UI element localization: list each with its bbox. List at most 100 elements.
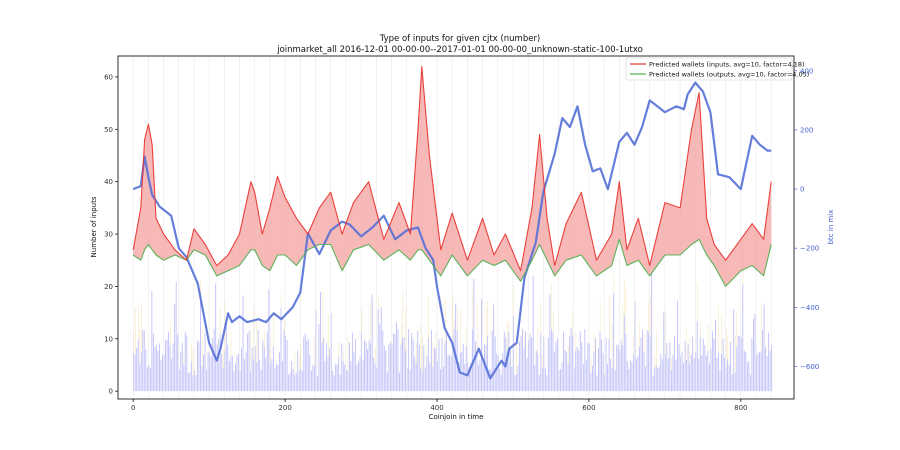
bar xyxy=(639,346,640,392)
bar xyxy=(743,350,745,392)
bar xyxy=(184,332,186,392)
bar xyxy=(351,332,353,392)
bar xyxy=(135,307,136,355)
bar xyxy=(582,363,584,392)
bar xyxy=(587,342,589,392)
bar xyxy=(718,352,719,392)
bar xyxy=(175,282,177,392)
bar xyxy=(508,331,510,392)
series-line-outputs xyxy=(132,238,772,287)
bar xyxy=(508,321,510,332)
bar xyxy=(139,364,141,392)
bar xyxy=(737,335,739,392)
y-tick-label: 30 xyxy=(104,231,113,239)
bar xyxy=(698,358,700,392)
bar xyxy=(455,303,457,392)
bar xyxy=(766,356,768,392)
bar xyxy=(746,362,748,392)
bar xyxy=(354,339,356,392)
bar xyxy=(359,357,361,392)
bar xyxy=(304,333,306,392)
y2-tick: −200 xyxy=(794,245,819,253)
bar xyxy=(435,348,437,392)
bar xyxy=(598,348,599,392)
bar xyxy=(137,338,139,392)
bar xyxy=(379,324,381,392)
bar xyxy=(740,337,742,392)
bar xyxy=(405,350,407,392)
bar xyxy=(768,332,770,392)
bar xyxy=(648,301,650,333)
bar xyxy=(294,350,296,375)
bar xyxy=(159,343,160,392)
bar xyxy=(283,319,285,331)
bar xyxy=(422,337,423,373)
bar xyxy=(400,344,402,392)
bar xyxy=(649,294,651,337)
bar xyxy=(371,294,373,392)
bar xyxy=(575,331,577,351)
legend-box xyxy=(625,57,793,81)
bar xyxy=(377,309,379,392)
bar xyxy=(195,375,197,392)
bar xyxy=(245,352,247,392)
bar xyxy=(522,328,523,392)
bar xyxy=(291,361,293,392)
bar xyxy=(193,370,195,392)
bar xyxy=(198,341,200,392)
x-tick: 400 xyxy=(430,399,444,412)
bar xyxy=(444,342,446,392)
bar xyxy=(512,316,514,392)
series-line-inputs xyxy=(132,65,772,272)
bar xyxy=(610,358,612,392)
bar xyxy=(576,346,578,392)
bar xyxy=(250,330,252,372)
bar xyxy=(611,367,613,392)
bar xyxy=(678,344,680,392)
bar xyxy=(285,335,287,392)
bar xyxy=(725,366,727,392)
bar xyxy=(347,371,349,392)
bar xyxy=(412,339,414,392)
bar xyxy=(213,328,215,392)
bar xyxy=(760,351,762,392)
bar xyxy=(428,296,429,338)
bar xyxy=(684,341,686,392)
gap-fill xyxy=(133,66,772,287)
bar xyxy=(664,354,666,392)
y-axis-label: Number of inputs xyxy=(90,196,98,257)
bar xyxy=(162,354,163,392)
bar xyxy=(718,305,719,353)
bar xyxy=(449,354,451,392)
bar xyxy=(552,332,554,392)
y2-tick: 400 xyxy=(794,67,813,75)
bar xyxy=(759,352,760,392)
bar xyxy=(228,361,230,392)
bar xyxy=(335,363,337,392)
bar xyxy=(383,345,385,392)
bar xyxy=(191,344,192,362)
bar xyxy=(427,337,429,392)
bar xyxy=(646,330,648,392)
bar xyxy=(531,337,533,392)
bar xyxy=(689,363,691,392)
bar xyxy=(186,335,188,392)
bar xyxy=(631,362,633,392)
bar xyxy=(656,330,657,365)
bar xyxy=(452,340,454,392)
bar xyxy=(318,323,320,392)
bar xyxy=(348,342,350,392)
bar xyxy=(365,342,367,392)
series-lines xyxy=(132,65,772,380)
bar xyxy=(222,368,224,392)
bar xyxy=(605,337,607,392)
bar xyxy=(700,322,701,338)
bar xyxy=(201,331,203,367)
bar xyxy=(733,309,735,392)
bar xyxy=(666,343,668,392)
bar xyxy=(256,362,258,392)
bar xyxy=(368,340,370,392)
bar xyxy=(633,336,634,356)
bar xyxy=(537,353,539,392)
bar xyxy=(256,322,258,363)
